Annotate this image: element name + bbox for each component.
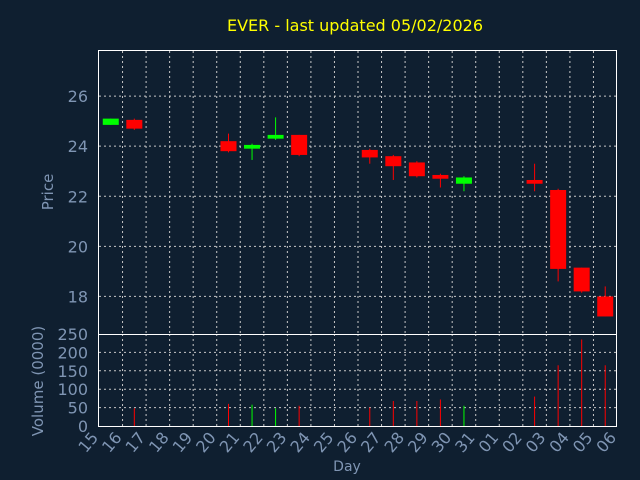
candle-body [385, 156, 402, 167]
candle-body [126, 119, 143, 129]
x-axis-label: Day [333, 459, 361, 475]
price-y-tick-label: 18 [68, 287, 88, 306]
volume-panel-frame [98, 334, 617, 427]
price-axis-label: Price [39, 174, 57, 211]
candle-body [432, 174, 449, 179]
candle-body [102, 118, 119, 125]
candle-body [408, 162, 425, 177]
candle-body [291, 134, 308, 155]
volume-y-tick-label: 200 [57, 343, 88, 362]
price-y-tick-label: 26 [68, 87, 88, 106]
price-y-tick-label: 24 [68, 137, 88, 156]
x-ticks: 1516171819202122232425262728293031010203… [74, 428, 620, 456]
price-y-tick-label: 22 [68, 187, 88, 206]
candle-body [455, 177, 472, 184]
candle-body [267, 134, 284, 139]
candle-body [361, 149, 378, 158]
volume-y-tick-label: 50 [68, 399, 88, 418]
volume-y-tick-label: 150 [57, 362, 88, 381]
volume-bars [133, 339, 606, 426]
candle-body [573, 267, 590, 292]
price-grid [99, 51, 617, 334]
candle-body [244, 144, 261, 149]
volume-y-tick-label: 0 [78, 417, 88, 436]
volume-axis-label: Volume (0000) [29, 326, 47, 436]
candle-body [220, 141, 237, 152]
volume-y-tick-label: 250 [57, 325, 88, 344]
candle-body [550, 189, 567, 269]
volume-grid [99, 334, 617, 426]
price-y-tick-label: 20 [68, 237, 88, 256]
candle-body [526, 179, 543, 184]
candle-body [597, 296, 614, 317]
candles [102, 117, 614, 317]
volume-y-tick-label: 100 [57, 380, 88, 399]
chart-title: EVER - last updated 05/02/2026 [227, 16, 483, 35]
price-y-ticks: 18 20 22 24 26 [68, 87, 88, 306]
